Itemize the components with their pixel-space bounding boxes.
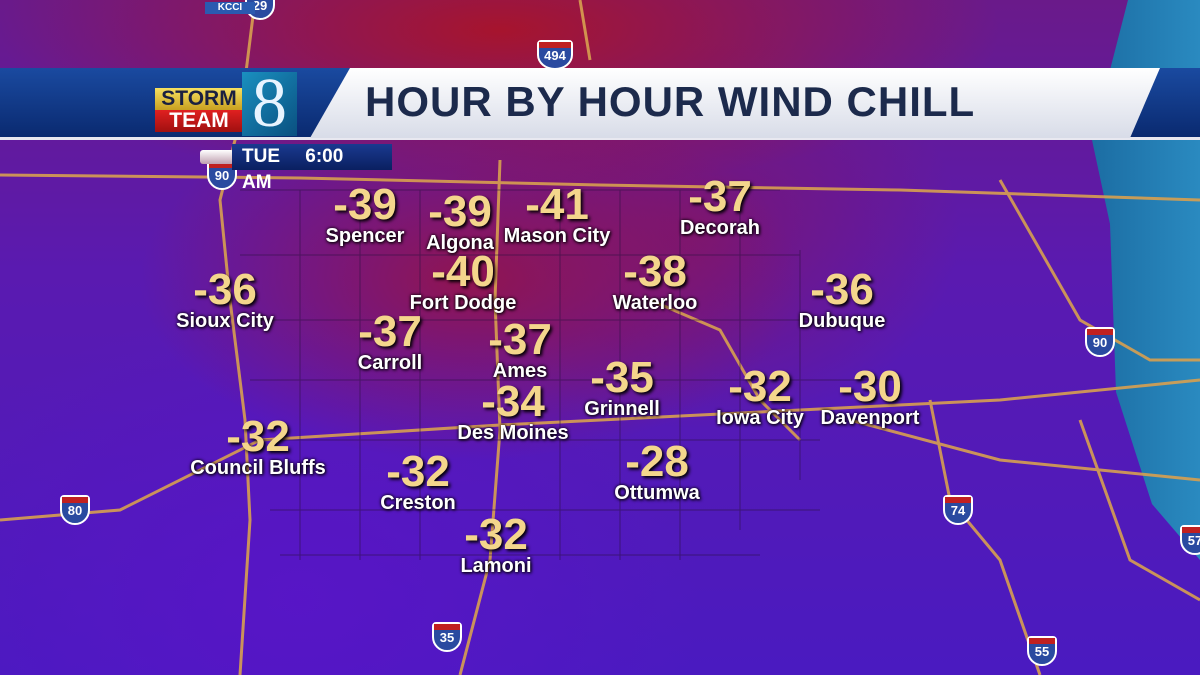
city-wind-chill: -36 (193, 265, 257, 314)
city-wind-chill: -37 (488, 315, 552, 364)
logo-eight: 8 (242, 69, 297, 139)
city-wind-chill: -32 (386, 447, 450, 496)
time-tab-decoration (200, 150, 234, 164)
city-name: Sioux City (176, 310, 274, 332)
logo-kcci: KCCI (205, 2, 255, 14)
interstate-494-shield: 494 (537, 40, 573, 70)
city-wind-chill: -32 (728, 362, 792, 411)
city-marker: -37 Decorah (679, 172, 761, 240)
interstate-35-shield: 35 (432, 622, 462, 652)
city-name: Algona (426, 232, 494, 254)
city-name: Creston (380, 492, 456, 514)
city-marker: -37 Ames (488, 315, 552, 383)
city-name: Spencer (325, 225, 405, 247)
city-marker: -32 Iowa City (716, 362, 804, 430)
city-name: Grinnell (584, 398, 660, 420)
city-name: Des Moines (457, 422, 569, 444)
city-wind-chill: -32 (226, 412, 290, 461)
city-wind-chill: -35 (590, 353, 654, 402)
city-marker: -32 Creston (380, 447, 456, 515)
city-name: Mason City (503, 225, 611, 247)
city-name: Lamoni (460, 555, 532, 577)
city-name: Carroll (357, 352, 423, 374)
interstate-90-shield: 90 (1085, 327, 1115, 357)
city-wind-chill: -34 (481, 377, 545, 426)
title-panel (310, 68, 1160, 138)
city-name: Fort Dodge (409, 292, 517, 314)
day-label: TUE (242, 146, 280, 167)
interstate-57-shield: 57 (1180, 525, 1200, 555)
time-bar: TUE 6:00 AM (232, 144, 392, 193)
city-marker: -35 Grinnell (584, 353, 660, 421)
time-label: 6:00 AM (242, 146, 344, 193)
city-marker: -41 Mason City (503, 180, 611, 248)
city-name: Dubuque (798, 310, 886, 332)
city-name: Ottumwa (614, 482, 700, 504)
page-title: HOUR BY HOUR WIND CHILL (365, 78, 976, 125)
city-wind-chill: -41 (525, 180, 589, 229)
city-wind-chill: -37 (358, 307, 422, 356)
city-name: Iowa City (716, 407, 804, 429)
city-wind-chill: -40 (431, 247, 495, 296)
city-wind-chill: -37 (688, 172, 752, 221)
city-marker: -36 Sioux City (176, 265, 274, 333)
city-wind-chill: -38 (623, 247, 687, 296)
interstate-74-shield: 74 (943, 495, 973, 525)
city-marker: -32 Lamoni (460, 510, 532, 578)
city-wind-chill: -36 (810, 265, 874, 314)
city-wind-chill: -30 (838, 362, 902, 411)
city-wind-chill: -39 (428, 187, 492, 236)
city-marker: -39 Spencer (325, 180, 405, 248)
city-marker: -38 Waterloo (612, 247, 698, 315)
city-wind-chill: -32 (464, 510, 528, 559)
logo-storm: STORM (155, 88, 243, 110)
city-wind-chill: -28 (625, 437, 689, 486)
city-marker: -28 Ottumwa (614, 437, 700, 505)
city-marker: -30 Davenport (820, 362, 920, 430)
interstate-55-shield: 55 (1027, 636, 1057, 666)
logo-team: TEAM (155, 110, 243, 132)
city-marker: -37 Carroll (357, 307, 423, 375)
city-name: Davenport (820, 407, 920, 429)
city-marker: -34 Des Moines (457, 377, 569, 445)
interstate-80-shield: 80 (60, 495, 90, 525)
city-marker: -32 Council Bluffs (190, 412, 326, 480)
city-name: Waterloo (612, 292, 698, 314)
city-wind-chill: -39 (333, 180, 397, 229)
city-name: Ames (492, 360, 548, 382)
city-marker: -40 Fort Dodge (409, 247, 517, 315)
city-marker: -39 Algona (426, 187, 494, 255)
city-name: Council Bluffs (190, 457, 326, 479)
city-marker: -36 Dubuque (798, 265, 886, 333)
city-name: Decorah (679, 217, 761, 239)
